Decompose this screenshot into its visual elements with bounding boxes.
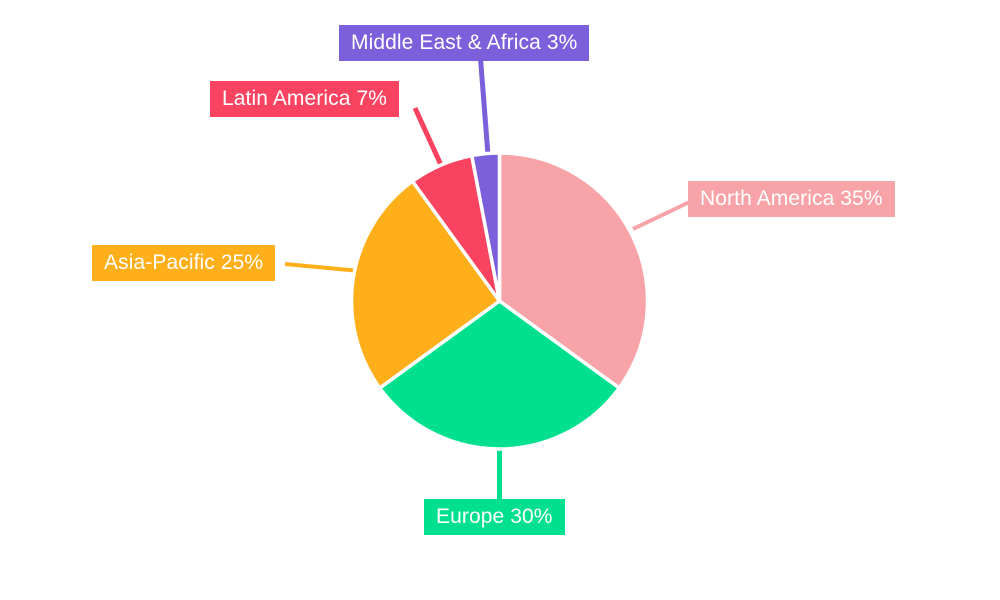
leader-line-asia-pacific <box>284 262 361 273</box>
pie-label-europe[interactable]: Europe 30% <box>424 499 565 535</box>
pie-slice-north-america[interactable] <box>497 151 650 390</box>
leader-line-middle-east-africa <box>477 51 491 156</box>
pie-label-middle-east-africa[interactable]: Middle East & Africa 3% <box>339 25 590 61</box>
pie-slice-asia-pacific[interactable] <box>349 179 502 390</box>
pie-slice-europe[interactable] <box>378 299 621 451</box>
leader-line-latin-america <box>412 106 444 167</box>
pie-label-north-america[interactable]: North America 35% <box>688 181 895 217</box>
pie-label-latin-america[interactable]: Latin America 7% <box>210 81 400 117</box>
pie-label-asia-pacific[interactable]: Asia-Pacific 25% <box>92 245 276 281</box>
pie-slice-middle-east-africa[interactable] <box>470 151 502 303</box>
pie-slices <box>349 151 650 451</box>
